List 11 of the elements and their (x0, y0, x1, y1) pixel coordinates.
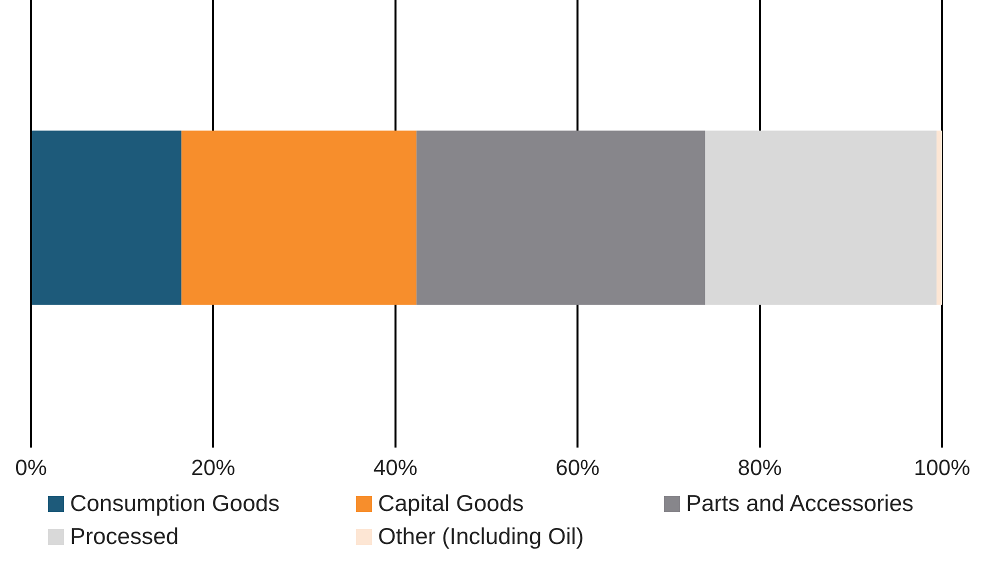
x-tick-label: 60% (556, 454, 600, 480)
x-tick-label: 80% (738, 454, 782, 480)
legend-label: Consumption Goods (70, 490, 280, 517)
legend-label: Parts and Accessories (686, 490, 914, 517)
legend-label: Capital Goods (378, 490, 524, 517)
x-tick-label: 0% (15, 454, 47, 480)
x-tick-label: 40% (373, 454, 418, 480)
x-tick-label: 100% (914, 454, 970, 480)
legend-label: Processed (70, 523, 179, 550)
x-tick-label: 20% (191, 454, 236, 480)
legend-label: Other (Including Oil) (378, 523, 584, 550)
